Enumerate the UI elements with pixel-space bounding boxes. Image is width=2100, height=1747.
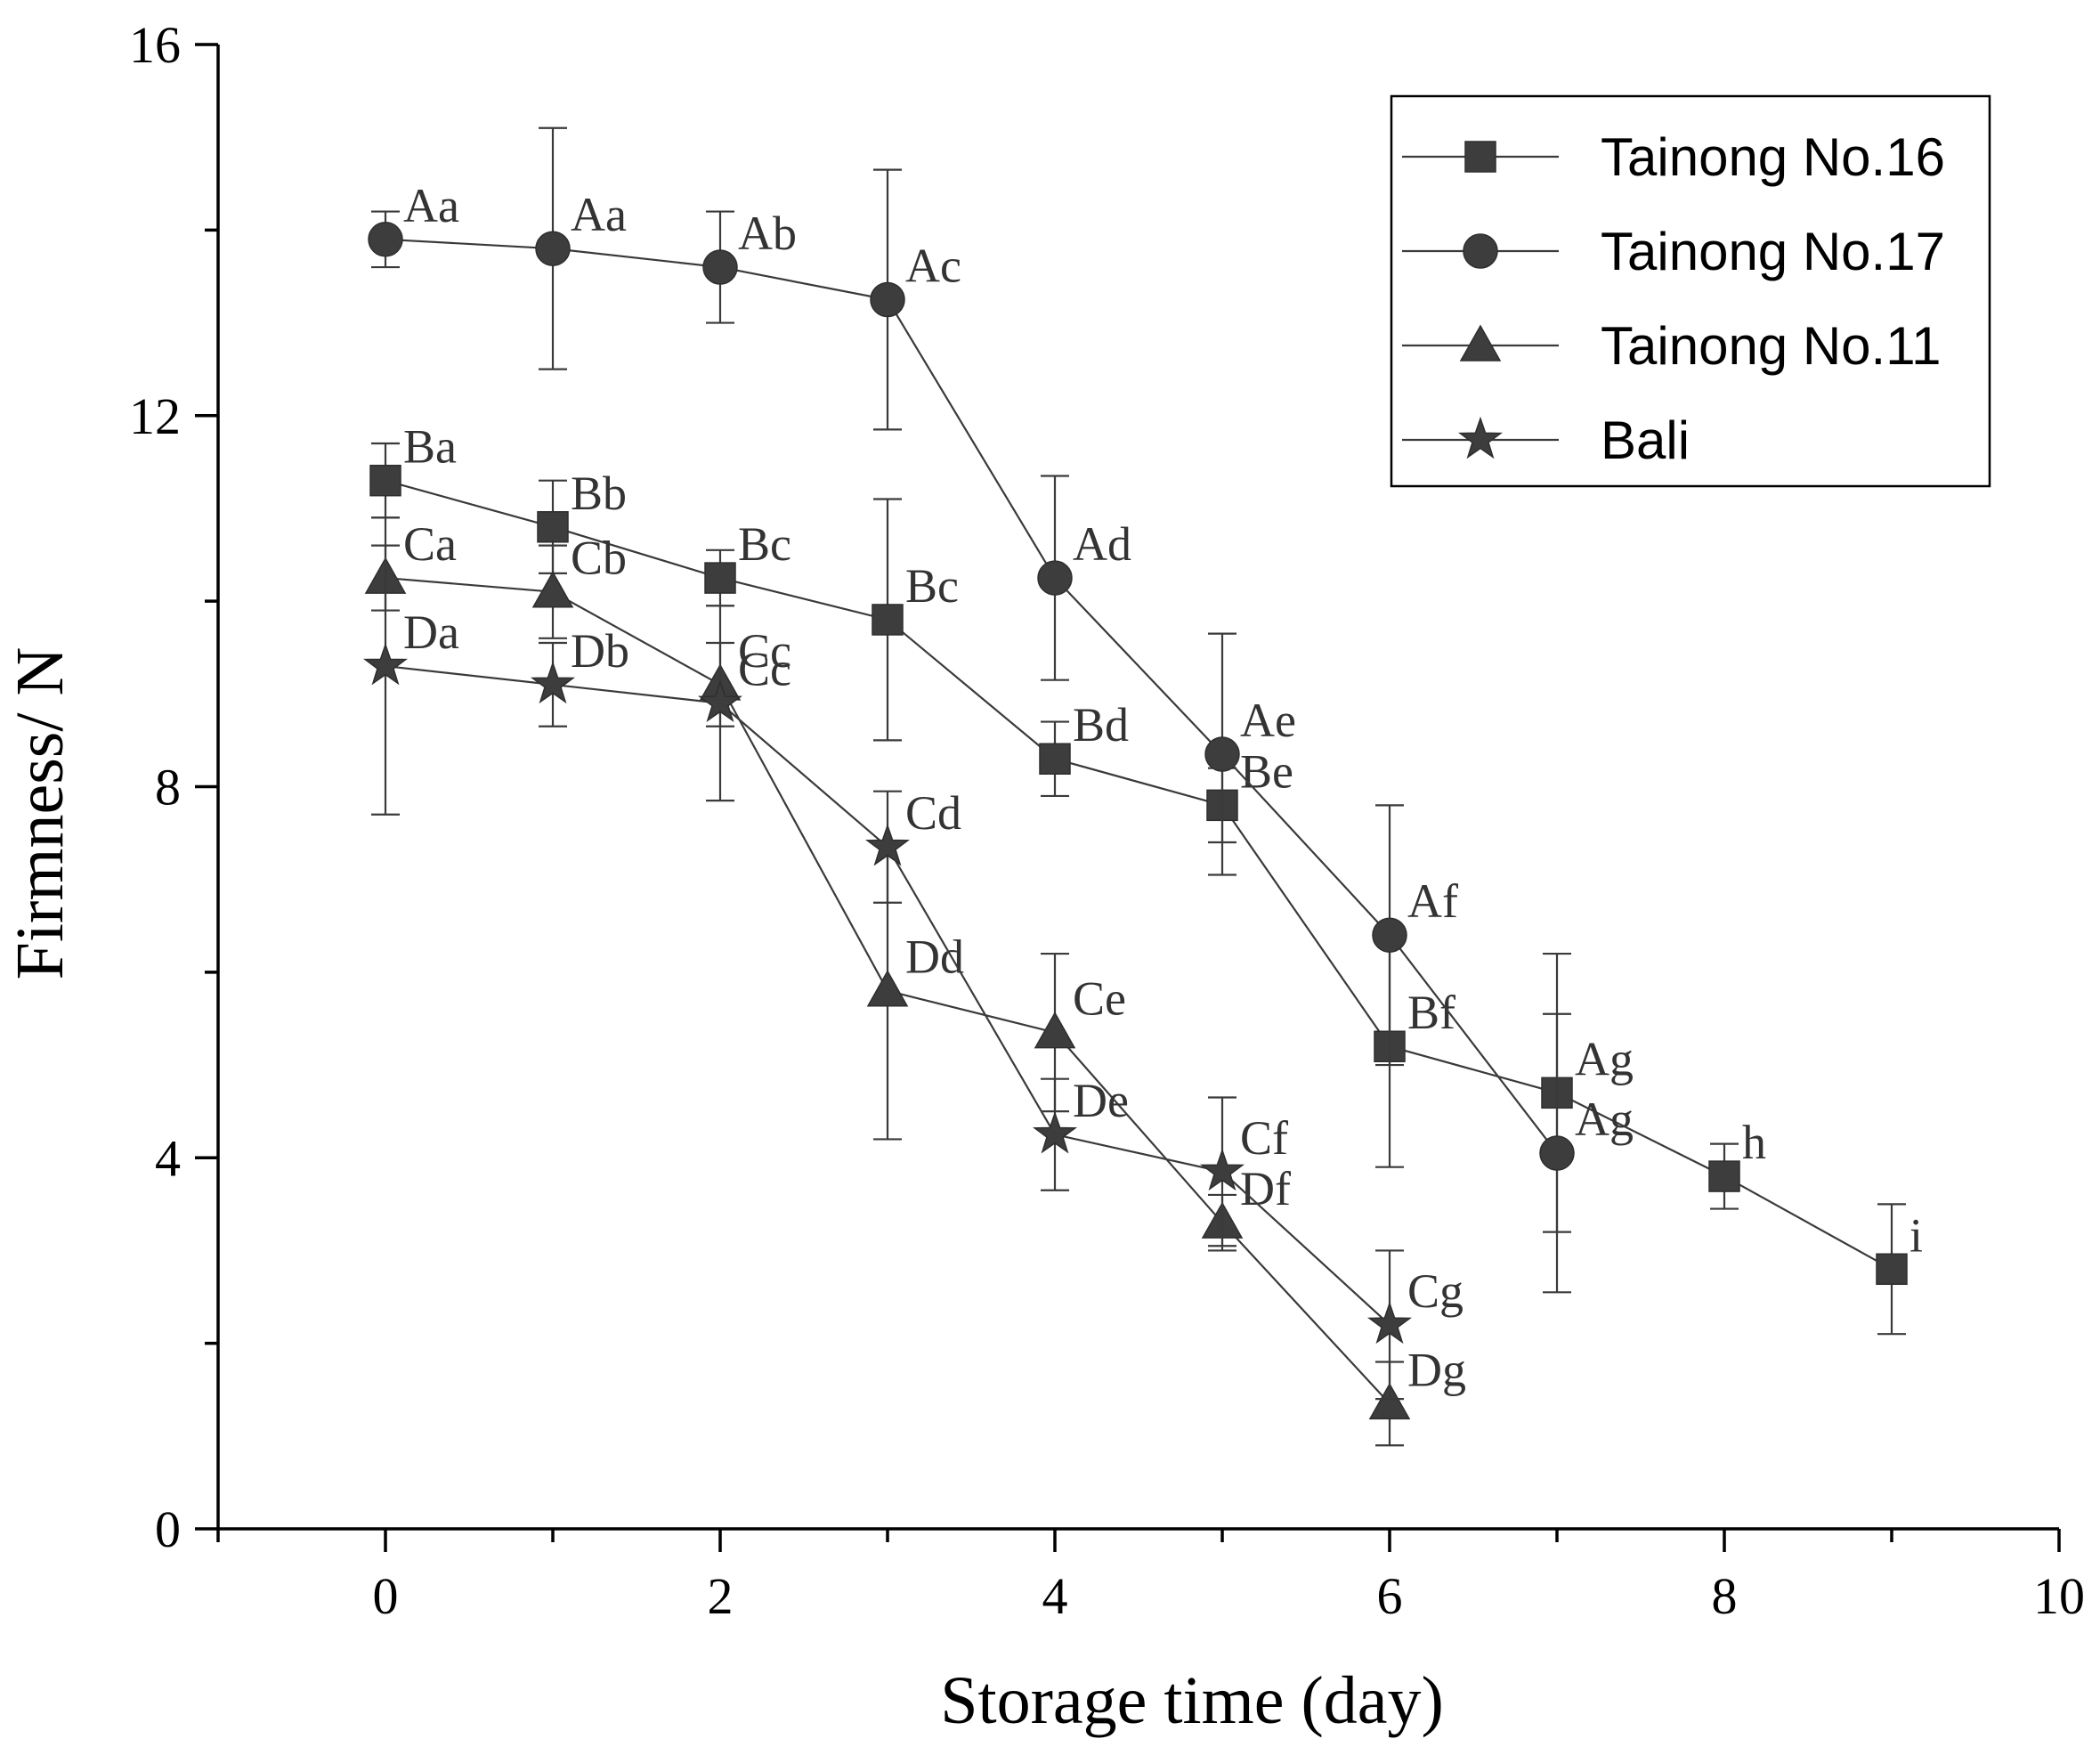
significance-label: Ab bbox=[738, 207, 797, 260]
series-tainong-no-11: Ca Cb Cc Dd Ce Df Dg bbox=[364, 517, 1466, 1447]
legend-marker bbox=[1459, 324, 1502, 362]
data-point bbox=[369, 464, 401, 497]
plot-area: Ba Bb Bc Bc Bd Be Bf Ag h i Aa Aa Ab Ac Ad Ae Af Ag Ca Cb Cc… bbox=[362, 126, 1923, 1447]
significance-label: Db bbox=[571, 624, 629, 678]
significance-label: Cc bbox=[738, 643, 791, 696]
significance-label: Bf bbox=[1407, 986, 1455, 1039]
series-line bbox=[385, 238, 1558, 1154]
significance-label: Cd bbox=[905, 786, 961, 840]
data-point bbox=[1199, 1148, 1245, 1191]
legend-label: Tainong No.11 bbox=[1601, 316, 1942, 376]
significance-label: Cf bbox=[1240, 1111, 1288, 1165]
significance-label: Bd bbox=[1073, 698, 1129, 752]
y-tick-label: 8 bbox=[155, 759, 181, 817]
significance-label: Ad bbox=[1073, 517, 1131, 571]
legend-item: Bali bbox=[1402, 410, 1690, 470]
significance-label: Ba bbox=[403, 420, 457, 474]
significance-label: Dg bbox=[1407, 1343, 1466, 1396]
legend-marker bbox=[1463, 233, 1498, 269]
significance-label: i bbox=[1909, 1208, 1923, 1262]
data-point bbox=[368, 222, 403, 257]
y-tick-label: 12 bbox=[129, 387, 181, 445]
legend-label: Tainong No.16 bbox=[1601, 127, 1945, 187]
legend-item: Tainong No.16 bbox=[1402, 127, 1945, 187]
y-tick-label: 16 bbox=[129, 16, 181, 74]
significance-label: Ag bbox=[1575, 1032, 1634, 1085]
significance-label: Cc bbox=[738, 624, 791, 678]
significance-label: h bbox=[1742, 1116, 1766, 1169]
data-point bbox=[1368, 1382, 1411, 1420]
data-point bbox=[702, 249, 738, 285]
series-bali: Da Db Cc Cd De Cf Cg bbox=[362, 516, 1464, 1401]
data-point bbox=[870, 281, 905, 318]
significance-label: Aa bbox=[571, 188, 627, 241]
significance-label: Bb bbox=[571, 467, 627, 520]
significance-label: Ce bbox=[1073, 972, 1126, 1026]
significance-label: Dd bbox=[905, 930, 964, 984]
data-point bbox=[1372, 917, 1407, 953]
x-axis-title: Storage time (day) bbox=[940, 1663, 1444, 1738]
data-point bbox=[865, 823, 910, 866]
data-point bbox=[537, 511, 569, 543]
data-point bbox=[1204, 736, 1240, 772]
legend-marker bbox=[1464, 141, 1496, 173]
x-tick-label: 2 bbox=[708, 1567, 734, 1625]
axes: 0 2 4 6 8 10 0 4 8 12 16 bbox=[129, 16, 2085, 1625]
x-tick-label: 0 bbox=[373, 1567, 399, 1625]
significance-label: Bc bbox=[738, 517, 791, 571]
data-point bbox=[535, 231, 571, 266]
data-point bbox=[704, 562, 736, 594]
legend-label: Bali bbox=[1601, 410, 1690, 470]
series-tainong-no-17: Aa Aa Ab Ac Ad Ae Af Ag bbox=[368, 126, 1634, 1294]
series-tainong-no-16: Ba Bb Bc Bc Bd Be Bf Ag h i bbox=[369, 420, 1923, 1336]
significance-label: Ae bbox=[1240, 694, 1296, 747]
legend-item: Tainong No.17 bbox=[1402, 222, 1945, 281]
legend: Tainong No.16 Tainong No.17 Tainong No.11 B… bbox=[1390, 94, 1991, 488]
significance-label: Af bbox=[1407, 874, 1458, 928]
significance-label: Da bbox=[403, 605, 459, 659]
data-point bbox=[866, 970, 909, 1007]
x-tick-label: 10 bbox=[2033, 1567, 2085, 1625]
legend-label: Tainong No.17 bbox=[1601, 222, 1945, 281]
legend-marker bbox=[1457, 416, 1504, 459]
data-point bbox=[1708, 1160, 1740, 1192]
y-tick-label: 0 bbox=[155, 1500, 181, 1558]
data-point bbox=[698, 679, 742, 722]
significance-label: De bbox=[1073, 1074, 1129, 1127]
significance-label: Df bbox=[1240, 1162, 1291, 1215]
significance-label: Be bbox=[1240, 744, 1293, 798]
significance-label: Aa bbox=[403, 179, 459, 232]
data-point bbox=[530, 661, 576, 704]
data-point bbox=[1366, 1301, 1413, 1345]
significance-label: Ca bbox=[403, 517, 457, 571]
significance-label: Bc bbox=[905, 559, 959, 613]
data-point bbox=[872, 604, 904, 636]
y-tick-label: 4 bbox=[155, 1129, 181, 1187]
data-point bbox=[1039, 743, 1071, 775]
data-point bbox=[1032, 1110, 1078, 1154]
series-line bbox=[385, 479, 1893, 1271]
x-tick-label: 8 bbox=[1712, 1567, 1738, 1625]
x-tick-label: 6 bbox=[1377, 1567, 1403, 1625]
data-point bbox=[1876, 1253, 1908, 1286]
data-point bbox=[531, 571, 574, 608]
x-tick-label: 4 bbox=[1042, 1567, 1068, 1625]
significance-label: Cg bbox=[1407, 1264, 1464, 1318]
significance-label: Cb bbox=[571, 532, 627, 585]
data-point bbox=[1037, 560, 1073, 596]
legend-item: Tainong No.11 bbox=[1402, 316, 1942, 376]
data-point bbox=[1034, 1012, 1076, 1049]
significance-label: Ac bbox=[905, 240, 961, 293]
data-point bbox=[362, 642, 409, 686]
significance-label: Ag bbox=[1575, 1093, 1634, 1146]
y-axis-title: Firmness/ N bbox=[3, 647, 77, 980]
data-point bbox=[1539, 1135, 1575, 1171]
